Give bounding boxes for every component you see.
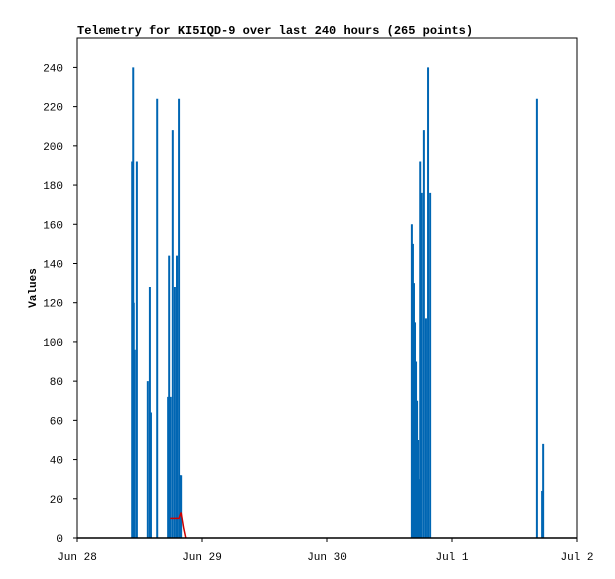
y-tick-label: 140 [43,259,63,271]
y-tick-label: 120 [43,299,63,311]
x-tick-label: Jun 29 [182,552,222,564]
y-tick-label: 180 [43,181,63,193]
y-tick-label: 80 [50,377,63,389]
x-tick-label: Jul 1 [435,552,468,564]
chart-title: Telemetry for KI5IQD-9 over last 240 hou… [77,24,473,38]
y-tick-label: 60 [50,416,63,428]
series-line [170,512,187,539]
y-tick-label: 100 [43,338,63,350]
x-tick-label: Jun 30 [307,552,347,564]
y-tick-label: 20 [50,495,63,507]
y-tick-label: 240 [43,63,63,75]
y-tick-label: 200 [43,142,63,154]
y-tick-label: 0 [56,534,63,546]
y-tick-label: 220 [43,103,63,115]
y-tick-label: 160 [43,220,63,232]
y-tick-label: 40 [50,456,63,468]
y-axis-label: Values [28,268,40,308]
x-tick-label: Jun 28 [57,552,97,564]
x-tick-label: Jul 2 [560,552,593,564]
